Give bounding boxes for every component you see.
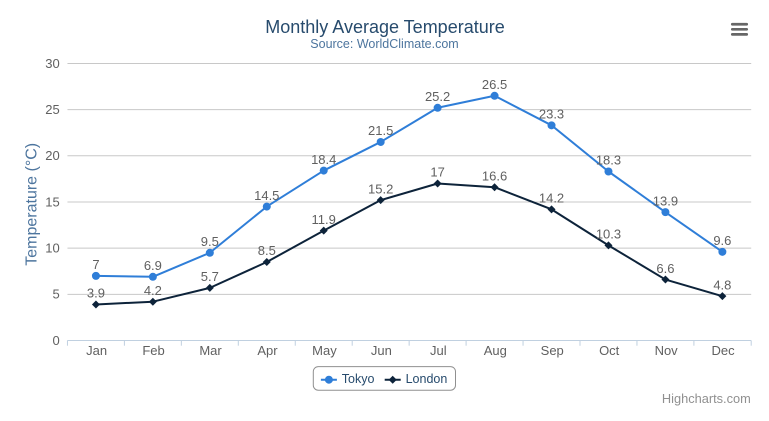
svg-text:10.3: 10.3 bbox=[596, 227, 621, 242]
svg-text:Jan: Jan bbox=[86, 343, 107, 358]
svg-text:Jun: Jun bbox=[371, 343, 392, 358]
svg-text:14.2: 14.2 bbox=[539, 191, 564, 206]
svg-text:25: 25 bbox=[45, 102, 59, 117]
svg-text:9.6: 9.6 bbox=[713, 233, 731, 248]
svg-text:9.5: 9.5 bbox=[201, 234, 219, 249]
svg-text:Dec: Dec bbox=[712, 343, 736, 358]
svg-text:Sep: Sep bbox=[541, 343, 564, 358]
svg-text:6.6: 6.6 bbox=[656, 261, 674, 276]
svg-text:18.3: 18.3 bbox=[596, 153, 621, 168]
svg-text:Aug: Aug bbox=[484, 343, 507, 358]
svg-text:Temperature (°C): Temperature (°C) bbox=[24, 143, 41, 266]
svg-text:14.5: 14.5 bbox=[254, 188, 279, 203]
svg-text:6.9: 6.9 bbox=[144, 258, 162, 273]
svg-text:15.2: 15.2 bbox=[368, 181, 393, 196]
svg-text:26.5: 26.5 bbox=[482, 77, 507, 92]
svg-text:15: 15 bbox=[45, 194, 59, 209]
svg-text:Monthly Average Temperature: Monthly Average Temperature bbox=[265, 17, 504, 37]
svg-text:London: London bbox=[406, 372, 448, 386]
svg-text:Source: WorldClimate.com: Source: WorldClimate.com bbox=[310, 37, 458, 51]
svg-text:4.2: 4.2 bbox=[144, 283, 162, 298]
svg-text:Nov: Nov bbox=[655, 343, 679, 358]
svg-text:20: 20 bbox=[45, 148, 59, 163]
svg-text:16.6: 16.6 bbox=[482, 168, 507, 183]
svg-text:21.5: 21.5 bbox=[368, 123, 393, 138]
svg-text:10: 10 bbox=[45, 241, 59, 256]
svg-text:11.9: 11.9 bbox=[312, 212, 336, 227]
svg-text:13.9: 13.9 bbox=[653, 193, 678, 208]
svg-text:23.3: 23.3 bbox=[539, 107, 564, 122]
svg-text:Apr: Apr bbox=[257, 343, 278, 358]
svg-text:Tokyo: Tokyo bbox=[342, 372, 375, 386]
svg-text:Highcharts.com: Highcharts.com bbox=[662, 391, 751, 406]
svg-text:4.8: 4.8 bbox=[713, 277, 731, 292]
svg-text:18.4: 18.4 bbox=[311, 152, 336, 167]
svg-text:8.5: 8.5 bbox=[258, 243, 276, 258]
svg-text:5: 5 bbox=[52, 287, 59, 302]
svg-text:Mar: Mar bbox=[199, 343, 222, 358]
svg-text:Feb: Feb bbox=[142, 343, 164, 358]
svg-text:May: May bbox=[312, 343, 337, 358]
svg-text:Oct: Oct bbox=[599, 343, 620, 358]
svg-text:25.2: 25.2 bbox=[425, 89, 450, 104]
svg-text:5.7: 5.7 bbox=[201, 269, 219, 284]
svg-text:17: 17 bbox=[430, 165, 444, 180]
svg-text:7: 7 bbox=[92, 257, 99, 272]
svg-text:3.9: 3.9 bbox=[87, 286, 105, 301]
svg-text:Jul: Jul bbox=[430, 343, 447, 358]
svg-text:0: 0 bbox=[52, 333, 59, 348]
svg-text:30: 30 bbox=[45, 56, 59, 71]
